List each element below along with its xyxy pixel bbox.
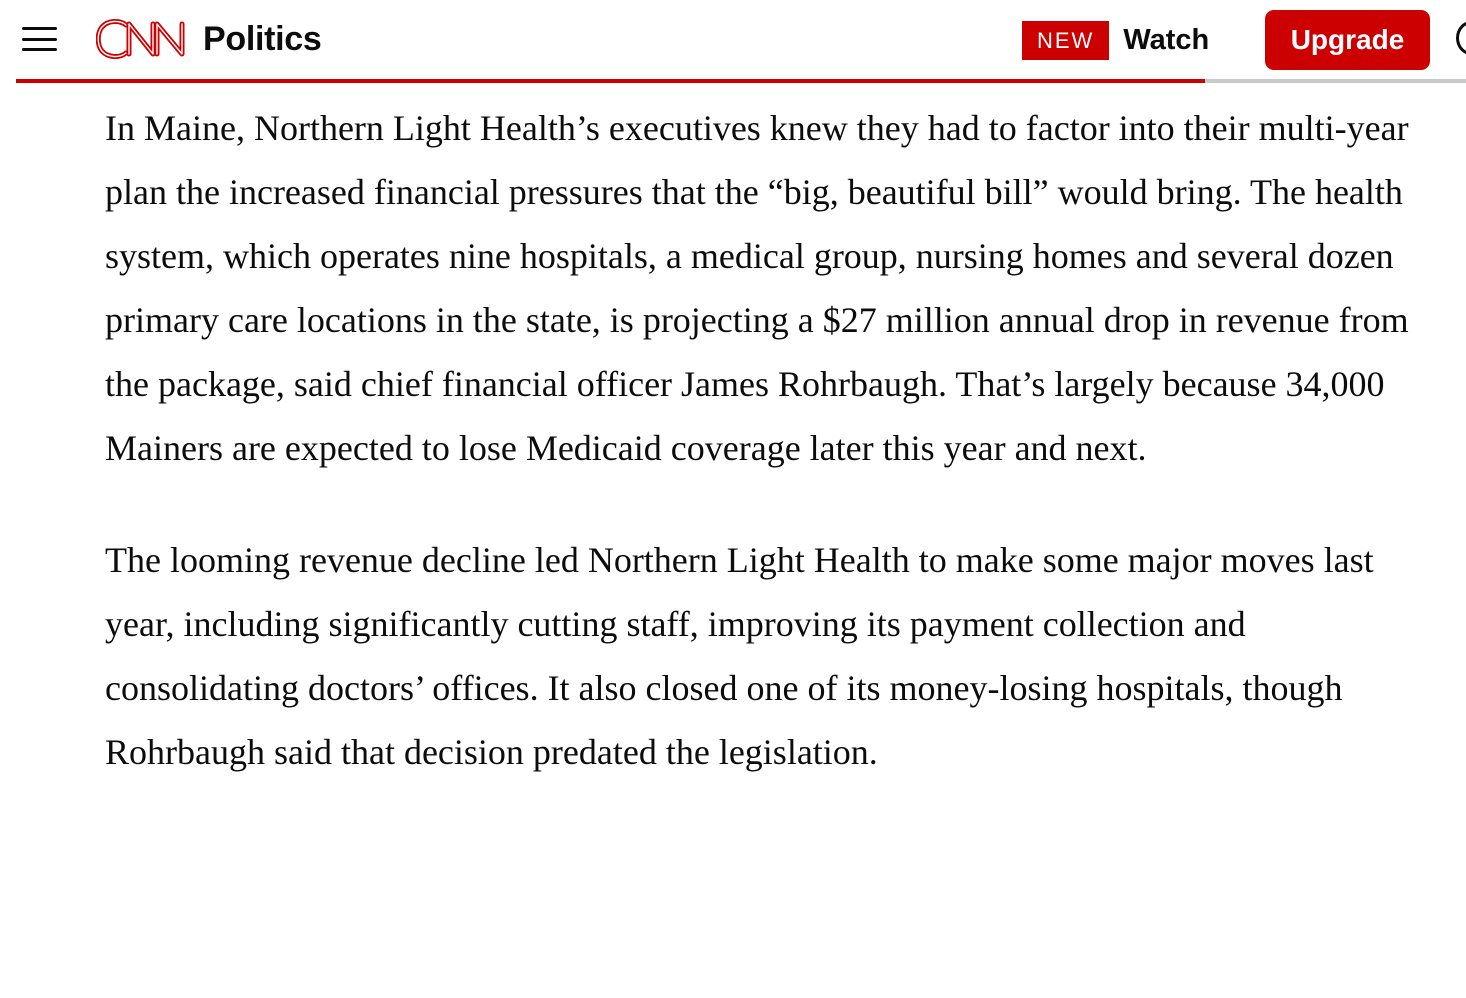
new-badge: NEW (1022, 20, 1110, 60)
watch-link[interactable]: NEW Watch (1022, 20, 1209, 60)
menu-bar (22, 27, 57, 30)
site-header: Politics NEW Watch Upgrade (0, 0, 1466, 83)
cnn-logo[interactable] (96, 16, 188, 62)
section-title[interactable]: Politics (203, 20, 322, 58)
watch-label: Watch (1123, 23, 1210, 56)
article-body: In Maine, Northern Light Health’s execut… (105, 96, 1435, 832)
menu-bar (22, 48, 57, 51)
account-circle-icon[interactable] (1456, 21, 1466, 55)
cnn-logo-graphic (96, 19, 185, 59)
reading-progress-fill (16, 79, 1205, 83)
menu-bar (22, 37, 57, 41)
reading-progress-bar (16, 79, 1466, 83)
upgrade-button[interactable]: Upgrade (1265, 10, 1430, 70)
hamburger-menu-icon[interactable] (22, 27, 57, 51)
article-paragraph: In Maine, Northern Light Health’s execut… (105, 108, 1409, 468)
article-paragraph: The looming revenue decline led Northern… (105, 540, 1374, 772)
